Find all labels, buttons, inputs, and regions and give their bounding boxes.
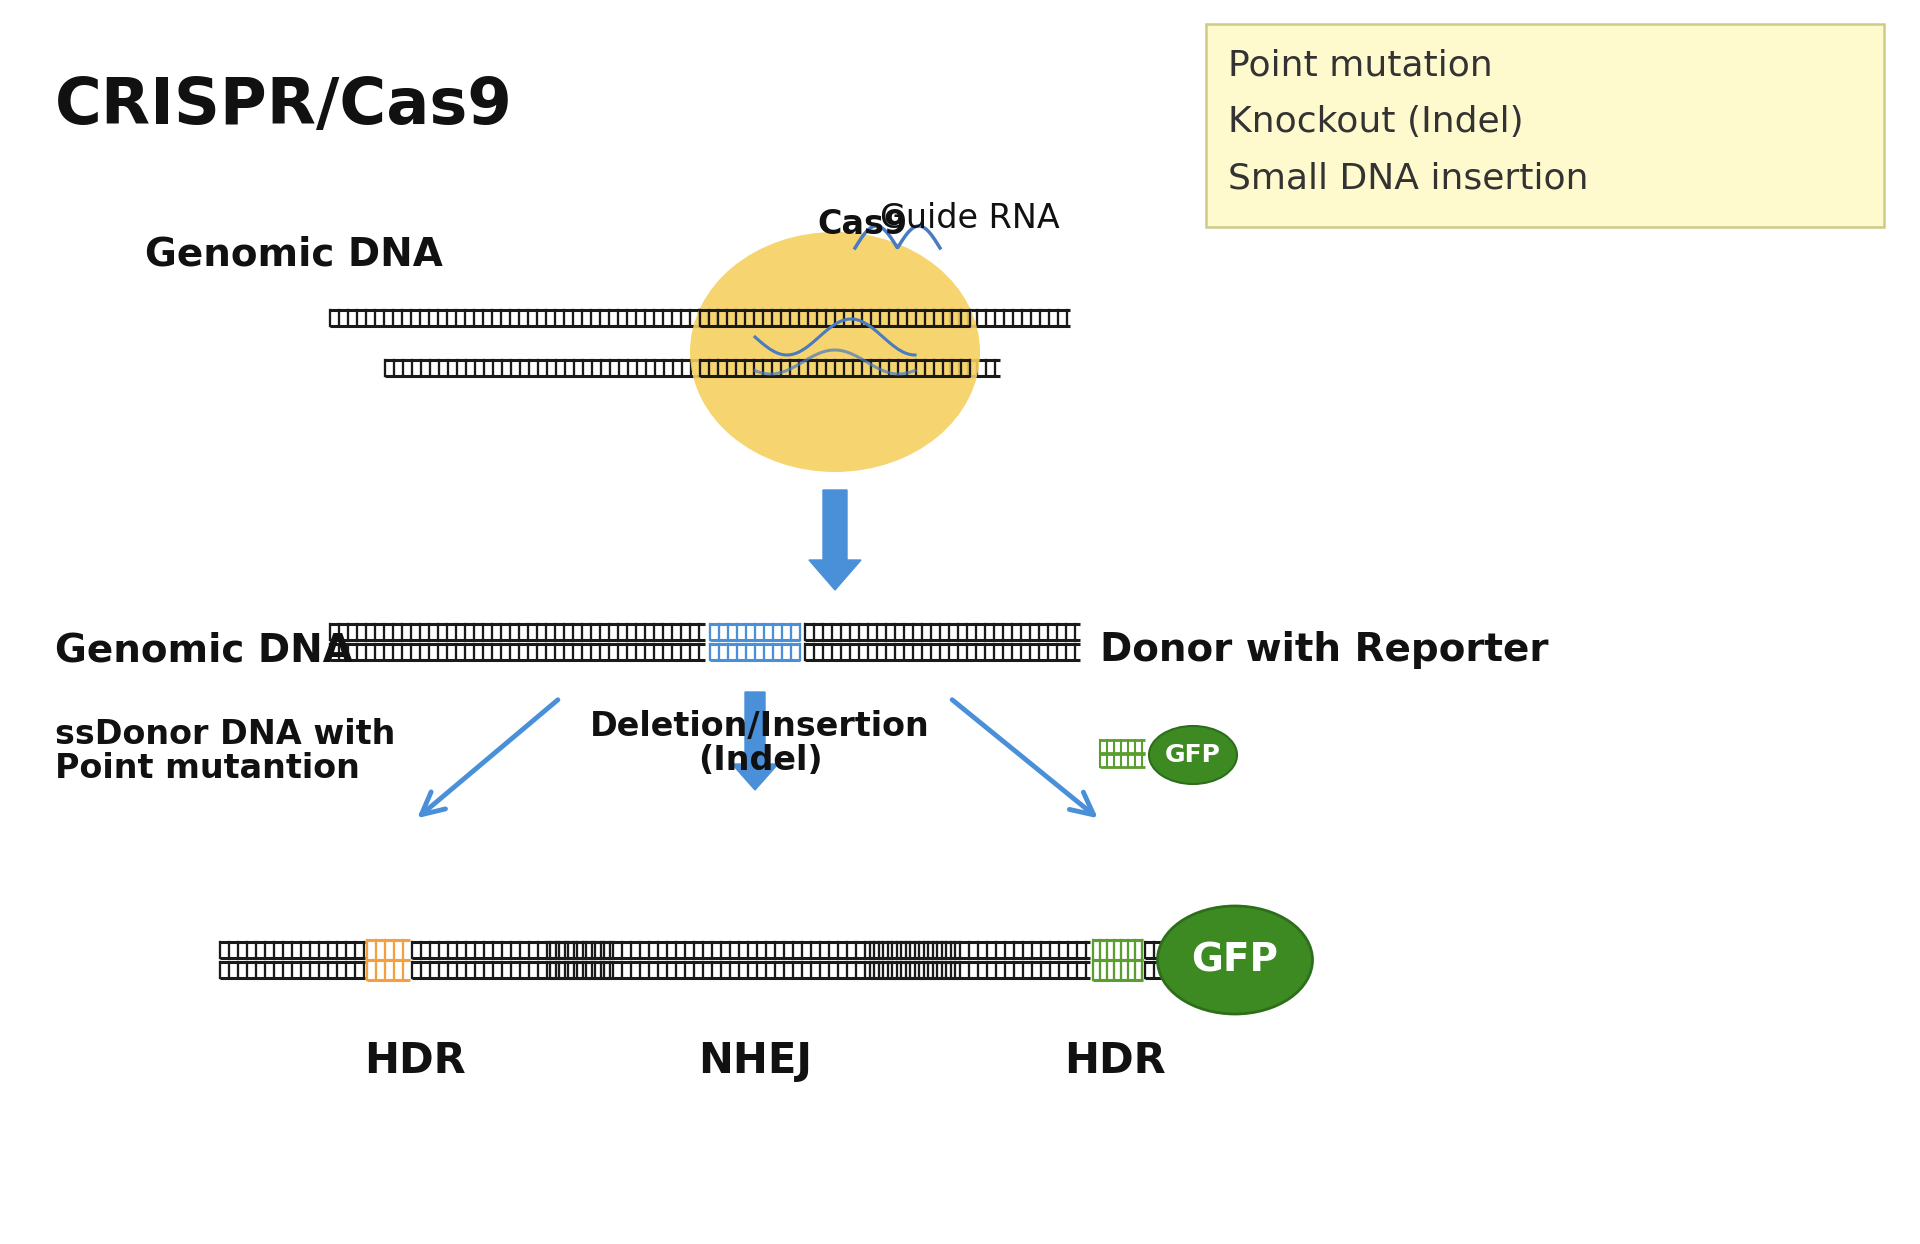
- Text: GFP: GFP: [1165, 743, 1221, 768]
- Text: ssDonor DNA with: ssDonor DNA with: [56, 718, 396, 751]
- Text: Deletion/Insertion: Deletion/Insertion: [589, 710, 929, 743]
- Text: Point mutantion: Point mutantion: [56, 753, 359, 785]
- Ellipse shape: [1148, 726, 1236, 784]
- FancyBboxPatch shape: [1206, 24, 1884, 226]
- Text: NHEJ: NHEJ: [699, 1040, 812, 1082]
- Ellipse shape: [1158, 906, 1313, 1014]
- Text: Cas9: Cas9: [818, 209, 906, 241]
- Text: Genomic DNA: Genomic DNA: [146, 236, 444, 274]
- Text: GFP: GFP: [1192, 940, 1279, 979]
- FancyArrow shape: [732, 692, 778, 790]
- Text: Donor with Reporter: Donor with Reporter: [1100, 631, 1549, 669]
- Ellipse shape: [689, 231, 979, 471]
- Text: Guide RNA: Guide RNA: [879, 202, 1060, 235]
- Text: (Indel): (Indel): [697, 744, 822, 778]
- Text: Point mutation
Knockout (Indel)
Small DNA insertion: Point mutation Knockout (Indel) Small DN…: [1229, 49, 1588, 195]
- FancyArrow shape: [808, 490, 860, 590]
- Text: HDR: HDR: [365, 1040, 467, 1082]
- Text: CRISPR/Cas9: CRISPR/Cas9: [56, 75, 513, 137]
- Text: Genomic DNA: Genomic DNA: [56, 631, 353, 669]
- Text: HDR: HDR: [1064, 1040, 1165, 1082]
